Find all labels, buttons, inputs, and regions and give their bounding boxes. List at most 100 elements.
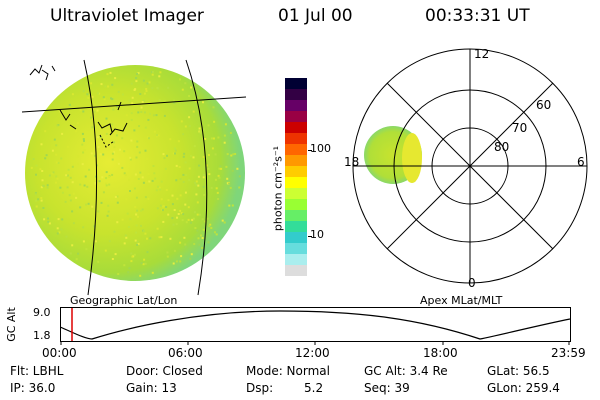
earth-speckle	[180, 255, 183, 258]
earth-speckle	[96, 164, 98, 167]
earth-speckle	[144, 126, 147, 129]
earth-speckle	[106, 73, 109, 76]
earth-speckle	[149, 112, 151, 115]
earth-speckle	[52, 171, 55, 174]
earth-speckle	[111, 98, 114, 101]
earth-speckle	[137, 72, 140, 75]
earth-speckle	[202, 228, 205, 231]
colorbar-unit-label: photon cm⁻²s⁻¹	[271, 145, 285, 232]
earth-speckle	[53, 138, 56, 141]
earth-speckle	[90, 116, 93, 119]
earth-speckle	[64, 200, 67, 203]
earth-speckle	[129, 218, 132, 221]
earth-speckle	[184, 203, 187, 206]
colorbar-segment	[285, 177, 307, 188]
earth-speckle	[41, 170, 44, 172]
earth-speckle	[121, 137, 124, 140]
earth-speckle	[174, 149, 177, 152]
earth-speckle	[115, 134, 118, 137]
earth-speckle	[141, 176, 144, 179]
earth-speckle	[57, 218, 60, 221]
colorbar-segment	[285, 232, 307, 243]
mode-info: Mode: Normal	[246, 364, 330, 378]
earth-speckle	[114, 196, 117, 198]
earth-speckle	[189, 257, 192, 260]
earth-speckle	[130, 252, 133, 255]
earth-speckle	[124, 174, 127, 177]
earth-speckle	[39, 168, 42, 171]
earth-speckle	[112, 97, 115, 100]
earth-speckle	[148, 180, 151, 183]
earth-speckle	[123, 150, 126, 153]
earth-speckle	[166, 154, 168, 157]
earth-speckle	[102, 96, 105, 99]
mlt-line-diag-b	[386, 82, 554, 250]
earth-speckle	[145, 158, 148, 160]
earth-speckle	[145, 181, 148, 184]
earth-speckle	[128, 99, 131, 102]
polar-plot: 12 18 6 0 60 70 80	[344, 47, 588, 290]
earth-speckle	[200, 234, 202, 237]
earth-speckle	[151, 271, 154, 274]
earth-speckle	[198, 213, 201, 216]
earth-speckle	[171, 217, 174, 220]
earth-speckle	[85, 203, 87, 206]
earth-speckle	[125, 198, 128, 201]
earth-speckle	[86, 185, 89, 188]
mlt-label-12: 12	[474, 47, 489, 61]
altitude-xtick-label-4: 23:59	[551, 346, 586, 360]
colorbar-segment	[285, 254, 307, 265]
earth-speckle	[136, 140, 139, 143]
earth-speckle	[60, 228, 63, 231]
earth-speckle	[93, 154, 96, 157]
earth-speckle	[187, 218, 190, 221]
altitude-ylabel: GC Alt	[4, 307, 18, 342]
earth-speckle	[137, 178, 140, 180]
earth-speckle	[94, 181, 97, 184]
earth-speckle	[43, 218, 46, 221]
earth-speckle	[115, 105, 118, 108]
earth-speckle	[152, 165, 155, 167]
earth-speckle	[193, 243, 196, 245]
colorbar-tick-mark-10	[308, 236, 312, 237]
earth-speckle	[90, 234, 93, 237]
earth-speckle	[32, 158, 35, 160]
earth-speckle	[134, 206, 137, 208]
earth-speckle	[174, 147, 176, 150]
earth-speckle	[223, 141, 226, 144]
earth-speckle	[195, 184, 198, 186]
earth-speckle	[184, 243, 187, 246]
earth-speckle	[107, 210, 110, 213]
earth-speckle	[175, 260, 178, 263]
earth-speckle	[220, 167, 223, 170]
earth-speckle	[173, 209, 176, 211]
earth-speckle	[167, 213, 170, 216]
earth-speckle	[145, 88, 148, 90]
earth-speckle	[61, 132, 64, 135]
earth-speckle	[209, 223, 212, 226]
earth-speckle	[166, 251, 169, 254]
earth-speckle	[182, 173, 185, 176]
earth-speckle	[231, 204, 234, 207]
earth-speckle	[156, 227, 159, 230]
earth-speckle	[117, 162, 120, 165]
earth-speckle	[125, 236, 128, 239]
earth-speckle	[224, 123, 227, 126]
earth-speckle	[65, 235, 68, 238]
earth-speckle	[153, 130, 156, 133]
earth-speckle	[153, 172, 156, 175]
altitude-xtick-label-3: 18:00	[423, 346, 458, 360]
earth-speckle	[91, 126, 94, 129]
earth-speckle	[187, 206, 190, 209]
earth-speckle	[117, 273, 120, 275]
earth-speckle	[35, 173, 37, 176]
earth-speckle	[146, 237, 148, 240]
earth-speckle	[108, 183, 111, 186]
earth-speckle	[210, 137, 213, 140]
earth-speckle	[48, 222, 51, 225]
earth-speckle	[160, 180, 163, 183]
earth-speckle	[142, 181, 145, 184]
earth-speckle	[97, 146, 100, 149]
earth-speckle	[205, 164, 208, 167]
polar-image-bright-region	[402, 133, 422, 183]
